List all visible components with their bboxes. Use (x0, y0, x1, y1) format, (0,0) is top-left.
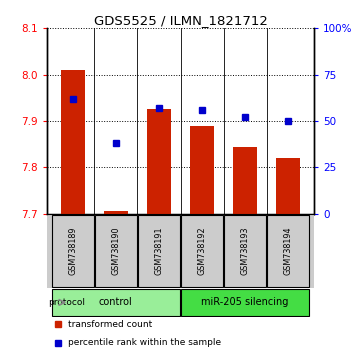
Bar (190, 126, 214, 214)
FancyBboxPatch shape (181, 215, 223, 287)
FancyBboxPatch shape (267, 215, 309, 287)
Text: miR-205 silencing: miR-205 silencing (201, 297, 289, 307)
FancyBboxPatch shape (224, 215, 266, 287)
Text: percentile rank within the sample: percentile rank within the sample (68, 338, 221, 347)
Text: GSM738191: GSM738191 (155, 227, 164, 275)
Bar (147, 109, 171, 214)
Bar (104, 211, 128, 214)
Text: control: control (99, 297, 133, 307)
FancyBboxPatch shape (138, 215, 180, 287)
Bar (61, 70, 84, 214)
FancyBboxPatch shape (52, 215, 94, 287)
Bar (233, 147, 257, 214)
FancyBboxPatch shape (95, 215, 137, 287)
Bar (277, 158, 300, 214)
Text: GSM738194: GSM738194 (284, 227, 293, 275)
Text: GSM738192: GSM738192 (197, 227, 206, 275)
Text: GSM738193: GSM738193 (241, 227, 249, 275)
Text: protocol: protocol (48, 298, 85, 307)
FancyBboxPatch shape (52, 289, 180, 315)
Text: GSM738189: GSM738189 (68, 227, 77, 275)
FancyBboxPatch shape (181, 289, 309, 315)
Text: GSM738190: GSM738190 (112, 227, 120, 275)
Text: transformed count: transformed count (68, 320, 153, 329)
Title: GDS5525 / ILMN_1821712: GDS5525 / ILMN_1821712 (93, 14, 268, 27)
